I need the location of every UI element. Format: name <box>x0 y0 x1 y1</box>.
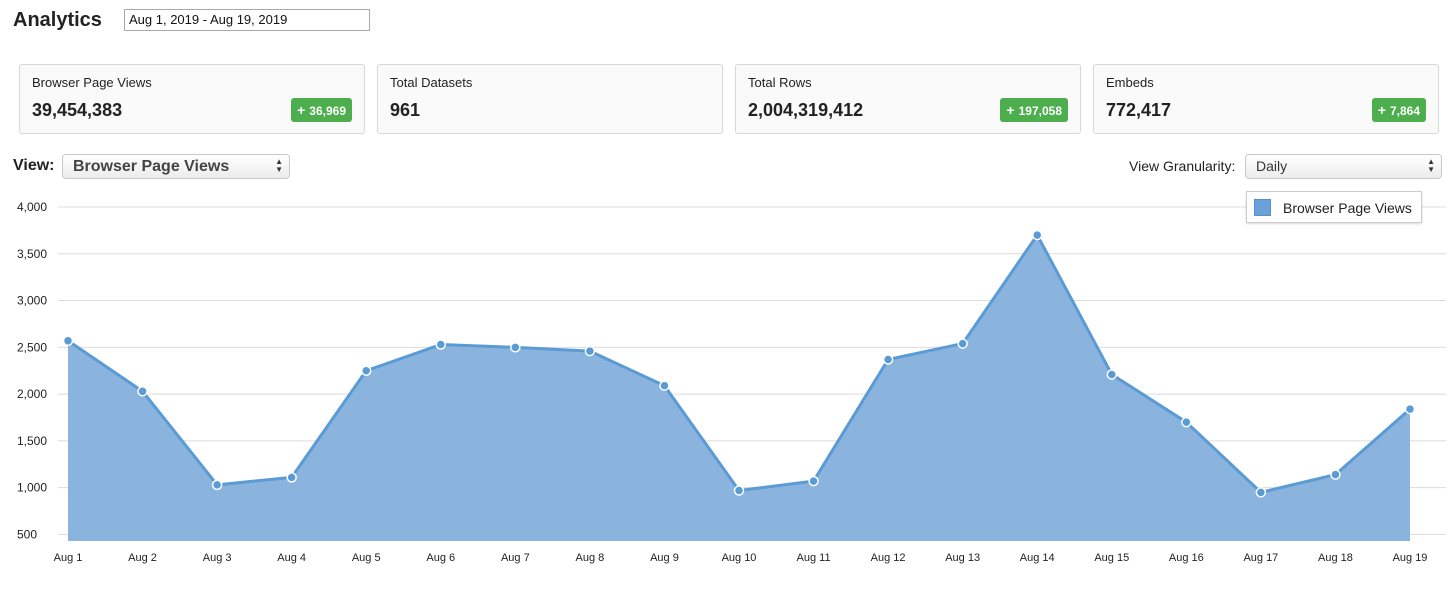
plus-icon: + <box>1006 102 1015 118</box>
delta-badge: +197,058 <box>1000 98 1068 122</box>
view-label: View: <box>13 157 55 174</box>
x-tick-label: Aug 14 <box>1020 552 1055 564</box>
x-tick-label: Aug 17 <box>1243 552 1278 564</box>
granularity-label: View Granularity: <box>1129 158 1236 174</box>
stat-card-label: Browser Page Views <box>32 75 152 90</box>
x-tick-label: Aug 10 <box>722 552 757 564</box>
y-tick-label: 2,000 <box>17 387 47 401</box>
series-area <box>68 235 1410 541</box>
y-tick-label: 2,500 <box>17 340 47 354</box>
stat-card-value: 961 <box>390 100 421 120</box>
delta-badge: +7,864 <box>1371 98 1426 122</box>
x-tick-label: Aug 11 <box>797 552 831 564</box>
stat-card-label: Total Rows <box>748 75 812 90</box>
data-point <box>510 342 521 353</box>
y-tick-label: 500 <box>17 527 37 541</box>
data-point <box>1031 229 1043 241</box>
data-point <box>808 475 819 487</box>
chart-legend: Browser Page Views <box>1246 191 1422 223</box>
delta-value: 36,969 <box>309 104 346 118</box>
data-point <box>1255 487 1267 498</box>
stat-card-value: 2,004,319,412 <box>748 100 864 120</box>
x-tick-label: Aug 1 <box>54 552 83 564</box>
legend-label: Browser Page Views <box>1283 200 1412 216</box>
x-tick-label: Aug 16 <box>1169 552 1204 564</box>
data-point <box>1330 469 1341 480</box>
x-tick-label: Aug 2 <box>128 552 157 564</box>
stat-card-total-datasets: Total Datasets 961 <box>377 64 723 134</box>
stat-card-total-rows: Total Rows 2,004,319,412 +197,058 <box>735 64 1081 134</box>
y-tick-label: 4,000 <box>17 200 47 214</box>
delta-badge: +36,969 <box>291 98 352 122</box>
y-tick-label: 3,500 <box>17 247 47 261</box>
x-tick-label: Aug 15 <box>1094 552 1129 564</box>
data-point <box>957 338 968 349</box>
data-point <box>584 345 596 357</box>
y-tick-label: 1,000 <box>17 481 47 495</box>
x-tick-label: Aug 18 <box>1318 552 1353 564</box>
select-arrows-icon: ▲ ▼ <box>1427 157 1435 174</box>
y-tick-label: 1,500 <box>17 434 47 448</box>
x-tick-label: Aug 3 <box>203 552 232 564</box>
stat-card-embeds: Embeds 772,417 +7,864 <box>1093 64 1439 134</box>
stat-card-browser-page-views: Browser Page Views 39,454,383 +36,969 <box>19 64 365 134</box>
data-point <box>1181 416 1192 428</box>
page-title: Analytics <box>13 9 102 31</box>
delta-value: 197,058 <box>1018 104 1062 118</box>
legend-swatch <box>1254 199 1271 216</box>
x-tick-label: Aug 7 <box>501 552 530 564</box>
data-point <box>137 386 148 397</box>
granularity-select-value: Daily <box>1256 158 1288 174</box>
x-tick-label: Aug 9 <box>650 552 679 564</box>
x-tick-label: Aug 5 <box>352 552 381 564</box>
plus-icon: + <box>297 102 306 118</box>
data-point <box>286 472 297 483</box>
x-tick-label: Aug 19 <box>1393 552 1428 564</box>
granularity-select[interactable]: Daily ▲ ▼ <box>1245 154 1442 179</box>
date-range-input[interactable]: Aug 1, 2019 - Aug 19, 2019 <box>124 9 370 31</box>
view-select-value: Browser Page Views <box>73 158 230 175</box>
data-point <box>733 485 745 496</box>
data-point <box>882 354 894 365</box>
stat-card-label: Embeds <box>1106 75 1154 90</box>
x-tick-label: Aug 8 <box>576 552 605 564</box>
data-point <box>659 380 670 391</box>
stat-card-label: Total Datasets <box>390 75 473 90</box>
stat-card-value: 772,417 <box>1106 100 1172 120</box>
view-select[interactable]: Browser Page Views ▲ ▼ <box>62 154 290 179</box>
data-point <box>211 479 223 491</box>
delta-value: 7,864 <box>1389 104 1420 118</box>
x-tick-label: Aug 13 <box>945 552 980 564</box>
plus-icon: + <box>1377 102 1386 118</box>
stat-card-value: 39,454,383 <box>32 100 123 120</box>
page-views-chart: 500 1,000 1,500 2,000 2,500 3,000 3,500 4,000 Au… <box>17 200 1446 564</box>
x-tick-label: Aug 12 <box>871 552 906 564</box>
data-point <box>1106 369 1118 380</box>
data-point <box>435 339 447 350</box>
x-tick-label: Aug 6 <box>426 552 455 564</box>
y-tick-label: 3,000 <box>17 294 47 308</box>
data-point <box>360 365 372 376</box>
select-arrows-icon: ▲ ▼ <box>275 157 283 174</box>
data-point <box>1404 403 1416 415</box>
x-tick-label: Aug 4 <box>277 552 306 564</box>
data-point <box>62 335 74 347</box>
